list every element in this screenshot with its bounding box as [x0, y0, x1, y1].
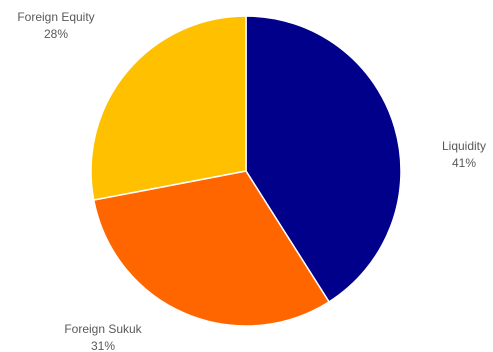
pie-slice-foreign-sukuk: [92, 170, 331, 327]
slice-labels: Liquidity 41% Foreign Sukuk 31% Foreign Equi…: [17, 10, 486, 352]
pie-slice-liquidity: [245, 15, 402, 303]
pie-slices: [90, 15, 402, 327]
slice-percent-label: 41%: [452, 156, 476, 170]
slice-category-label: Foreign Sukuk: [64, 322, 142, 336]
slice-category-label: Foreign Equity: [17, 10, 94, 24]
pie-slice-foreign-equity: [90, 15, 247, 201]
slice-category-label: Liquidity: [442, 139, 486, 153]
slice-percent-label: 28%: [44, 27, 68, 41]
slice-percent-label: 31%: [91, 339, 115, 352]
